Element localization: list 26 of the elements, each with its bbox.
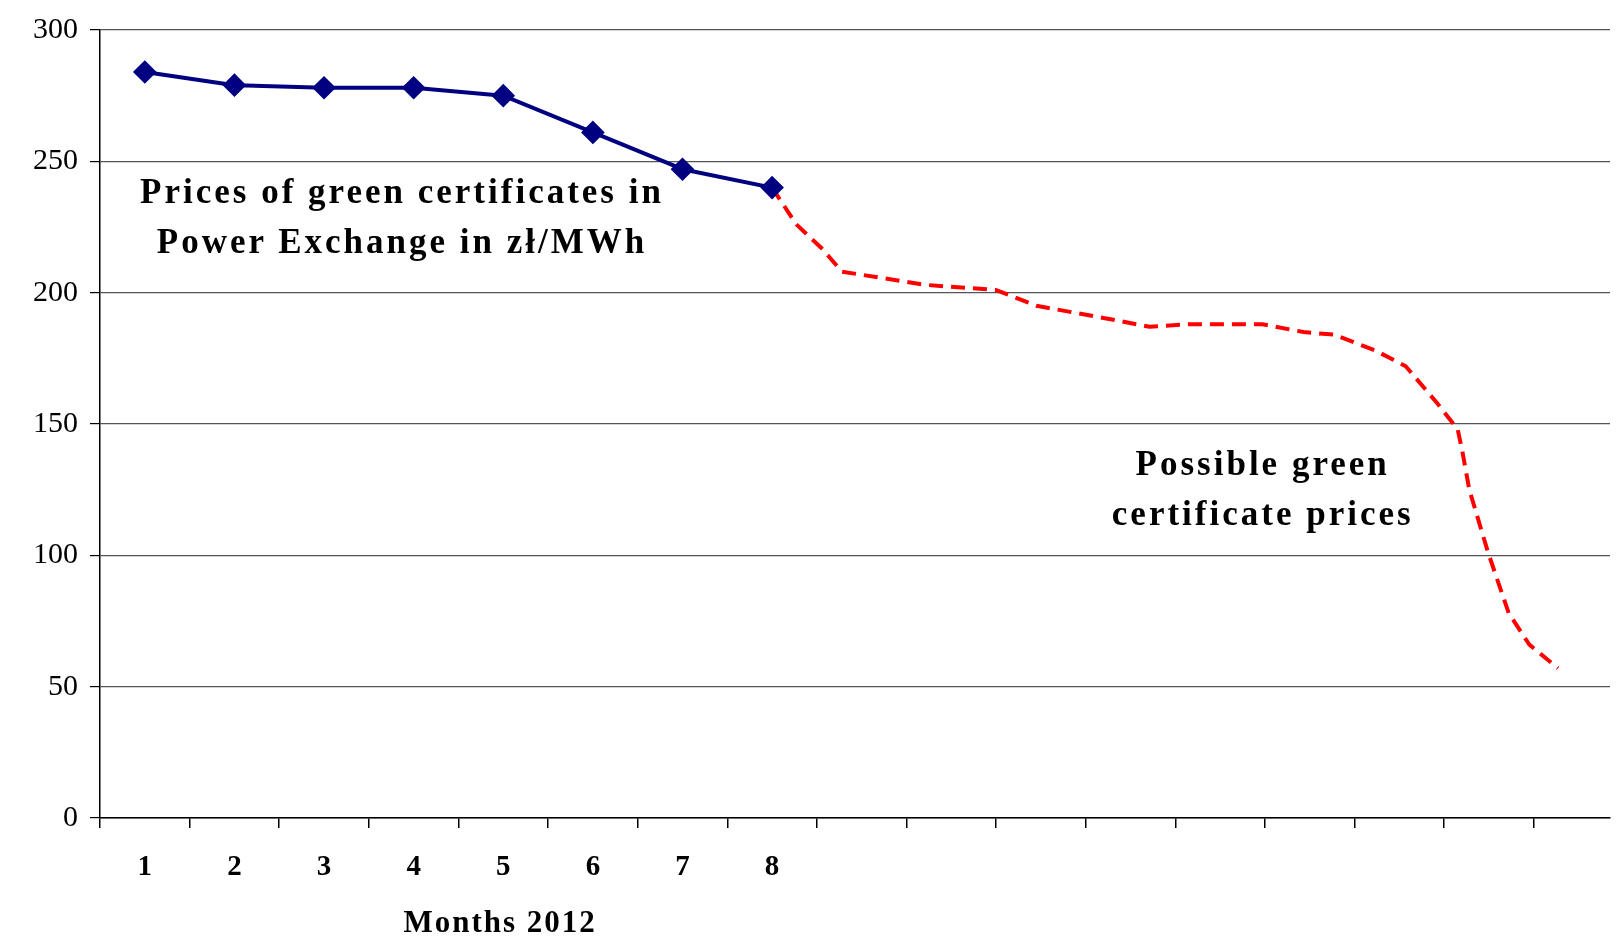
- y-tick-label: 250: [33, 142, 78, 176]
- point: [313, 76, 336, 99]
- y-tick-label: 50: [48, 667, 78, 701]
- series-label: Possible green certificate prices: [1111, 444, 1414, 534]
- x-tick-label: 7: [675, 848, 690, 881]
- point: [492, 84, 515, 107]
- point: [761, 176, 784, 199]
- series-label: Prices of green certificates in Power Exchange in zł/MWh: [140, 172, 664, 262]
- x-tick-label: 5: [496, 848, 511, 881]
- y-tick-label: 150: [33, 404, 78, 438]
- x-tick-label: 1: [137, 848, 153, 881]
- y-tick-label: 200: [33, 273, 78, 307]
- x-tick-label: 3: [316, 848, 332, 881]
- x-tick-label: 6: [585, 848, 601, 881]
- y-tick-label: 100: [33, 536, 78, 570]
- x-axis-title: Months 2012: [403, 904, 597, 940]
- x-tick-label: 4: [406, 848, 421, 881]
- x-tick-label: 2: [227, 848, 242, 881]
- point: [402, 76, 425, 99]
- x-tick-label: 8: [764, 848, 780, 881]
- y-tick-label: 0: [63, 798, 78, 832]
- y-tick-label: 300: [33, 10, 78, 44]
- point: [581, 121, 604, 144]
- point: [671, 158, 694, 181]
- point: [223, 74, 246, 97]
- point: [133, 61, 156, 84]
